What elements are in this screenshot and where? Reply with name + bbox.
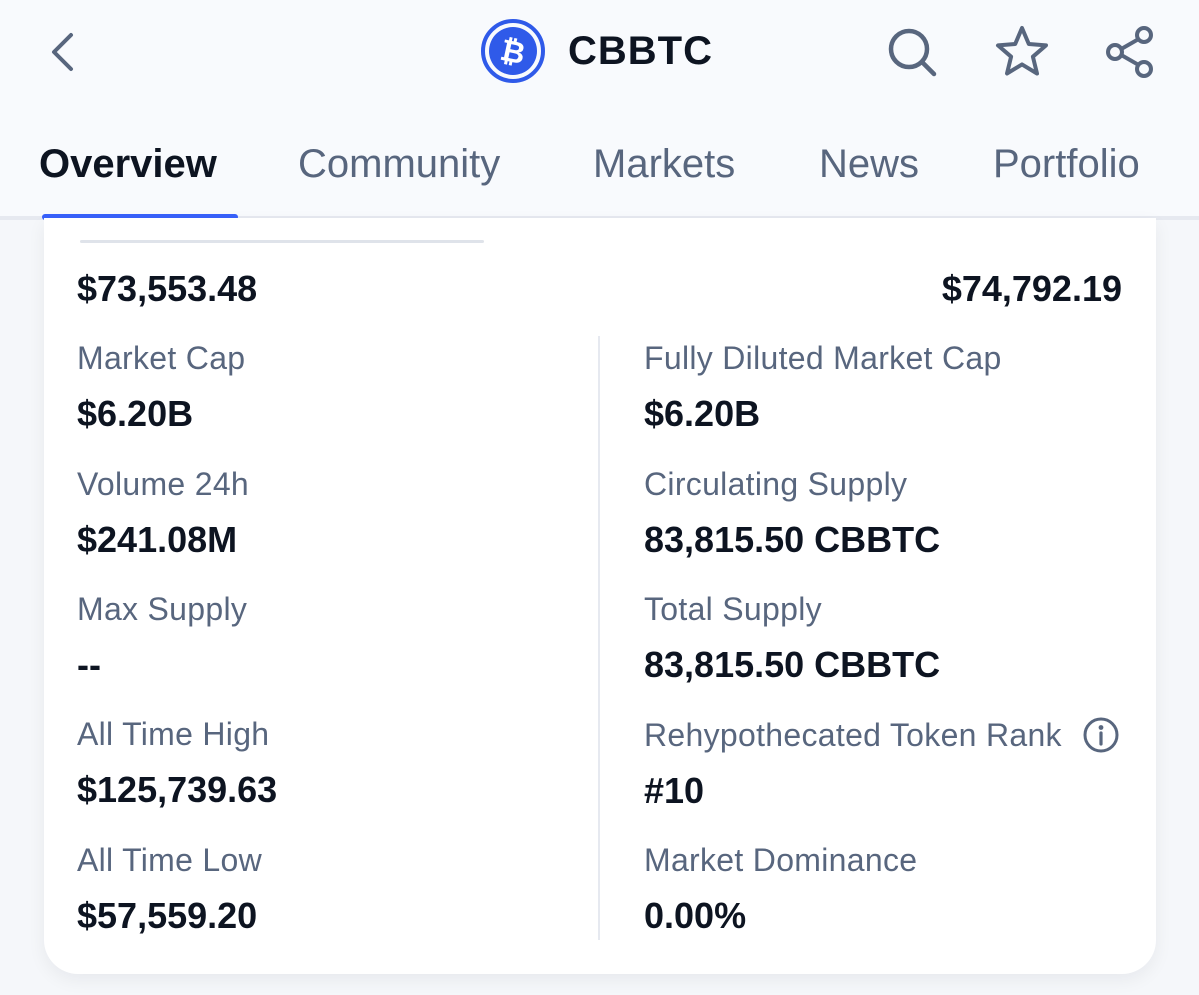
stat-label: Market Cap	[77, 340, 246, 376]
stat-market-cap: Market Cap $6.20B	[77, 340, 245, 435]
stat-label: Circulating Supply	[644, 466, 908, 502]
stat-label: Fully Diluted Market Cap	[644, 340, 1002, 376]
stat-value: 0.00%	[644, 895, 747, 936]
tab-community[interactable]: Community	[298, 142, 501, 186]
app-header: ₿ CBBTC	[0, 0, 1199, 104]
share-button[interactable]	[1100, 22, 1160, 82]
price-range-bar	[80, 240, 484, 243]
search-button[interactable]	[882, 22, 942, 82]
bitcoin-logo-icon: ₿	[481, 19, 545, 83]
price-range-low: $73,553.48	[77, 268, 258, 309]
stat-value: $6.20B	[77, 393, 194, 434]
chevron-left-icon	[52, 33, 73, 71]
stat-volume-24h: Volume 24h $241.08M	[77, 466, 249, 561]
stat-max-supply: Max Supply --	[77, 591, 247, 686]
price-range-high: $74,792.19	[941, 268, 1122, 309]
stat-value: $6.20B	[644, 393, 761, 434]
stat-fully-diluted-market-cap: Fully Diluted Market Cap $6.20B	[644, 340, 1002, 435]
stat-value: $241.08M	[77, 519, 238, 560]
share-icon	[1106, 26, 1153, 78]
stat-total-supply: Total Supply 83,815.50 CBBTC	[644, 591, 940, 686]
stat-label: Market Dominance	[644, 842, 918, 878]
stat-label: Rehypothecated Token Rank	[644, 716, 1062, 753]
coin-header: ₿ CBBTC	[480, 18, 713, 84]
tab-markets[interactable]: Markets	[593, 142, 736, 186]
stat-value: 83,815.50 CBBTC	[644, 644, 941, 685]
info-icon[interactable]	[1082, 716, 1120, 754]
stat-label-row: Rehypothecated Token Rank	[644, 716, 1120, 754]
star-icon	[996, 26, 1048, 76]
stat-market-dominance: Market Dominance 0.00%	[644, 842, 917, 937]
stat-label: All Time Low	[77, 842, 262, 878]
stat-value: #10	[644, 770, 705, 811]
stat-value: $57,559.20	[77, 895, 258, 936]
search-icon	[888, 28, 937, 77]
stat-value: $125,739.63	[77, 769, 278, 810]
tab-overview[interactable]: Overview	[39, 142, 217, 186]
tab-bar: Overview Community Markets News Portfoli…	[0, 104, 1199, 220]
stat-label: Max Supply	[77, 591, 248, 627]
stats-card: $73,553.48 $74,792.19 Market Cap $6.20B …	[44, 218, 1156, 974]
stat-label: Total Supply	[644, 591, 822, 627]
tab-news[interactable]: News	[819, 142, 920, 186]
watchlist-button[interactable]	[992, 22, 1052, 82]
stat-token-rank: Rehypothecated Token Rank #10	[644, 716, 1120, 812]
active-tab-indicator	[42, 214, 238, 220]
stat-label: All Time High	[77, 716, 270, 752]
column-divider	[598, 336, 600, 940]
back-button[interactable]	[40, 28, 84, 76]
stat-value: 83,815.50 CBBTC	[644, 519, 941, 560]
stat-all-time-low: All Time Low $57,559.20	[77, 842, 262, 937]
tab-portfolio[interactable]: Portfolio	[993, 142, 1140, 186]
stat-value: --	[77, 644, 101, 685]
coin-title: CBBTC	[568, 28, 713, 73]
stat-circulating-supply: Circulating Supply 83,815.50 CBBTC	[644, 466, 940, 561]
stat-all-time-high: All Time High $125,739.63	[77, 716, 277, 811]
stat-label: Volume 24h	[77, 466, 250, 502]
